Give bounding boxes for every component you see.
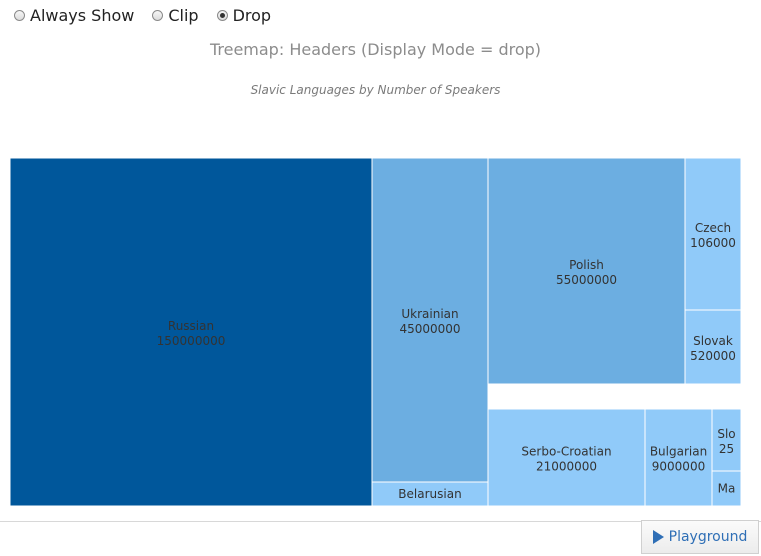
treemap-chart: Russian150000000Ukrainian45000000Belarus… xyxy=(9,157,742,507)
option-drop-label: Drop xyxy=(232,6,272,25)
treemap-value: 55000000 xyxy=(556,273,617,287)
radio-drop[interactable] xyxy=(216,10,228,21)
treemap-label: Ma xyxy=(718,482,736,496)
treemap-value: 106000 xyxy=(690,236,736,250)
treemap-cell[interactable] xyxy=(644,408,713,507)
treemap-cell[interactable] xyxy=(711,470,742,507)
treemap-label: Russian xyxy=(168,319,214,333)
treemap-label: Polish xyxy=(569,258,604,272)
treemap-cell[interactable] xyxy=(684,309,742,385)
treemap-value: 25 xyxy=(719,442,734,456)
treemap-node-ma[interactable]: Ma xyxy=(711,470,742,507)
treemap-label: Slo xyxy=(717,427,735,441)
treemap-label: Slovak xyxy=(693,334,733,348)
display-mode-options: Always Show Clip Drop xyxy=(14,6,289,25)
radio-clip[interactable] xyxy=(152,10,164,21)
option-drop[interactable]: Drop xyxy=(216,6,272,25)
playground-button[interactable]: Playground xyxy=(641,520,759,554)
treemap-label: Ukrainian xyxy=(401,307,458,321)
treemap-value: 150000000 xyxy=(157,334,226,348)
play-icon xyxy=(652,530,664,544)
treemap-cell[interactable] xyxy=(371,481,489,507)
radio-always-show[interactable] xyxy=(14,10,25,21)
treemap-cell[interactable] xyxy=(9,157,373,507)
option-always-show[interactable]: Always Show xyxy=(14,6,134,25)
treemap-label: Bulgarian xyxy=(650,445,707,459)
option-clip[interactable]: Clip xyxy=(152,6,199,25)
footer-divider xyxy=(0,521,761,522)
treemap-cell[interactable] xyxy=(711,408,742,472)
treemap-cell[interactable] xyxy=(487,157,686,385)
chart-title: Treemap: Headers (Display Mode = drop) xyxy=(209,40,542,59)
treemap-label: Serbo-Croatian xyxy=(521,445,611,459)
chart-subtitle: Slavic Languages by Number of Speakers xyxy=(250,83,501,97)
option-clip-label: Clip xyxy=(168,6,199,25)
treemap-cell[interactable] xyxy=(684,157,742,311)
treemap-node-belarusian[interactable]: Belarusian xyxy=(371,481,489,507)
treemap-value: 21000000 xyxy=(536,460,597,474)
playground-label: Playground xyxy=(668,529,748,545)
option-always-show-label: Always Show xyxy=(30,6,135,25)
treemap-cell[interactable] xyxy=(371,157,489,483)
treemap-value: 520000 xyxy=(690,349,736,363)
treemap-label: Belarusian xyxy=(398,487,461,501)
treemap-label: Czech xyxy=(695,221,731,235)
treemap-value: 45000000 xyxy=(399,322,460,336)
treemap-value: 9000000 xyxy=(652,460,705,474)
treemap-cell[interactable] xyxy=(487,408,646,507)
